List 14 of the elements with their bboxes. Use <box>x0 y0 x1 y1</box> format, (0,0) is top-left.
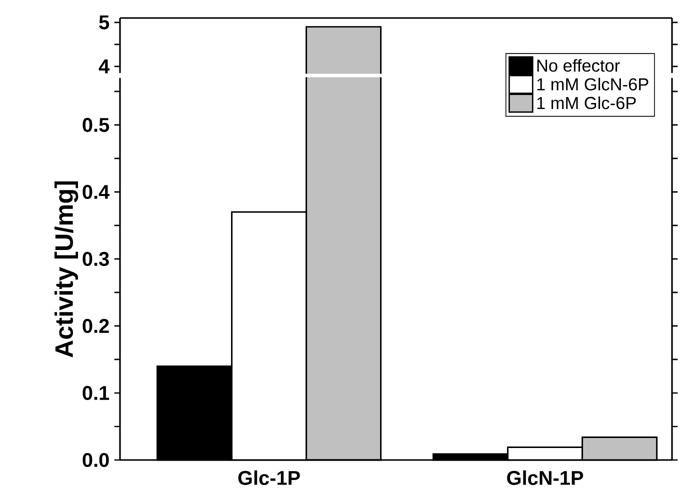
y-tick-label: 0.5 <box>82 118 110 132</box>
legend-label: No effector <box>537 59 620 72</box>
y-tick-label: 0.1 <box>82 386 110 400</box>
y-tick-label: 0.0 <box>82 452 109 468</box>
y-axis-title: Activity [U/mg] <box>54 181 78 358</box>
x-tick-label: Glc-1P <box>238 470 300 485</box>
legend-label: 1 mM Glc-6P <box>537 96 636 110</box>
y-tick-label: 0.2 <box>82 318 109 334</box>
x-tick-label: GlcN-1P <box>507 470 584 485</box>
y-tick-label: 4 <box>98 60 110 74</box>
y-tick-label: 0.3 <box>82 252 109 266</box>
y-tick-label: 5 <box>99 15 110 30</box>
y-tick-label: 0.4 <box>82 184 110 199</box>
legend-label: 1 mM GlcN-6P <box>537 78 648 90</box>
